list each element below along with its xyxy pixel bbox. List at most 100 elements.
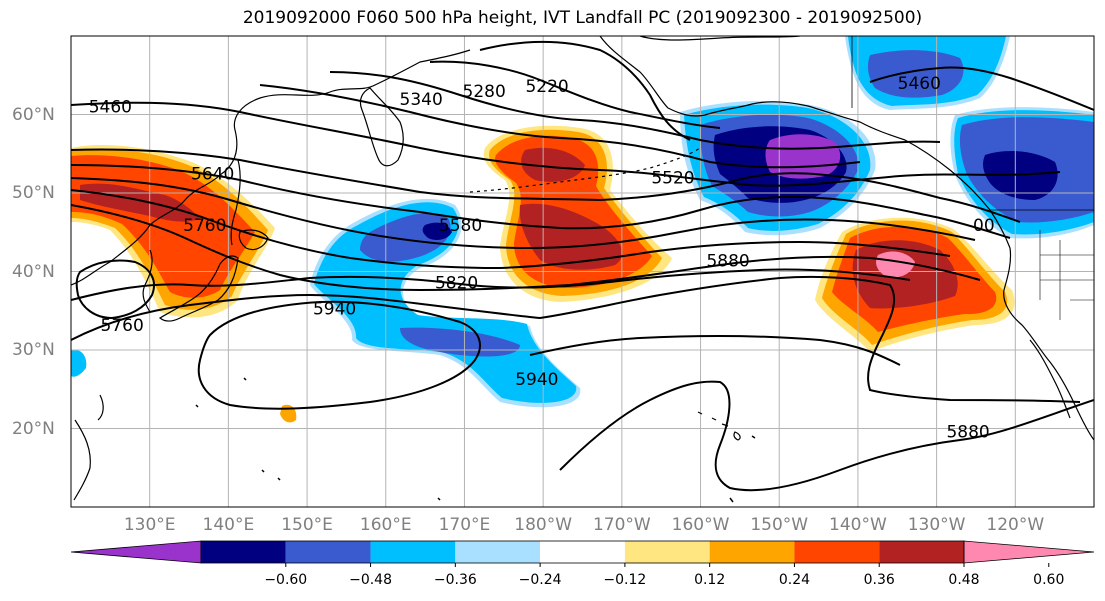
contour-label: 5880 bbox=[706, 252, 749, 272]
contour-5820 bbox=[71, 268, 911, 301]
colorbar-tick-label: 0.24 bbox=[778, 572, 811, 588]
contour-5460 bbox=[71, 101, 1061, 187]
lon-tick-label: 170°W bbox=[592, 515, 651, 535]
ivt-pos-nwpac-060b bbox=[521, 147, 585, 182]
contour-5580 bbox=[71, 164, 1011, 239]
colorbar-swatch bbox=[201, 541, 286, 563]
lon-tick-label: 170°E bbox=[438, 515, 491, 535]
ivt-shading bbox=[71, 36, 1094, 423]
height-contours bbox=[71, 40, 1094, 492]
contour-label: 5340 bbox=[400, 90, 443, 110]
lon-tick-label: 140°E bbox=[202, 515, 255, 535]
coast-aleutians bbox=[469, 147, 701, 193]
lon-tick-label: 130°W bbox=[907, 515, 966, 535]
contour-5220 bbox=[479, 40, 691, 141]
colorbar-extend-high bbox=[963, 540, 1095, 564]
lat-tick-label: 30°N bbox=[12, 340, 55, 360]
coast-islands bbox=[195, 377, 756, 503]
colorbar-tick-label: 0.12 bbox=[694, 572, 726, 588]
contour-5880-s bbox=[559, 380, 1094, 492]
lon-tick-label: 160°W bbox=[671, 515, 730, 535]
colorbar-swatch bbox=[285, 541, 371, 563]
lon-tick-label: 130°E bbox=[123, 515, 176, 535]
colorbar-tick-label: 0.36 bbox=[863, 572, 895, 588]
map-frame bbox=[70, 35, 1095, 508]
coast-alaska bbox=[599, 36, 1011, 249]
ivt-neg-bering-060 bbox=[765, 134, 841, 179]
lon-tick-label: 180°W bbox=[514, 515, 573, 535]
coast-asia bbox=[71, 49, 471, 286]
contour-label: 5220 bbox=[525, 77, 568, 97]
contour-5280 bbox=[429, 60, 721, 129]
contour-5520 bbox=[71, 148, 1021, 223]
colorbar-swatch bbox=[709, 541, 795, 563]
contour-label: 5460 bbox=[898, 74, 941, 94]
colorbar-swatch bbox=[540, 541, 625, 563]
colorbar-swatch bbox=[624, 541, 710, 563]
contour-label: 00 bbox=[973, 216, 995, 236]
contour-5700 bbox=[71, 189, 951, 270]
contour-5940-b bbox=[529, 334, 901, 366]
contour-5760-sw bbox=[75, 259, 155, 320]
coast-sakhalin bbox=[230, 159, 241, 246]
contour-label: 5460 bbox=[89, 98, 132, 118]
ivt-colorbar bbox=[70, 540, 1095, 567]
coast-japan-honshu bbox=[158, 255, 239, 322]
ivt-pos-nwpac-060 bbox=[519, 203, 623, 270]
contour-label: 5580 bbox=[439, 216, 482, 236]
contour-label: 5520 bbox=[651, 168, 694, 188]
lat-tick-label: 60°N bbox=[12, 104, 55, 125]
contour-label: 5940 bbox=[313, 299, 356, 319]
colorbar-swatch bbox=[370, 541, 456, 563]
colorbar-tick-label: −0.36 bbox=[433, 572, 477, 588]
colorbar-frame bbox=[200, 540, 965, 564]
contour-5460-ne bbox=[869, 66, 1094, 111]
colorbar-tick-label: −0.48 bbox=[349, 572, 392, 588]
coast-japan-hokkaido bbox=[238, 229, 269, 251]
lon-tick-label: 120°W bbox=[986, 515, 1045, 535]
lon-tick-label: 150°E bbox=[281, 515, 333, 535]
coast-taiwan bbox=[97, 394, 104, 421]
ivt-neg-small-west bbox=[71, 349, 87, 377]
contour-labels: 5460 5340 5280 5220 5460 5640 5760 5580 5520 5820… bbox=[89, 74, 995, 443]
contour-label: 5940 bbox=[515, 370, 558, 390]
contour-5880 bbox=[71, 275, 1081, 403]
lon-tick-label: 160°E bbox=[359, 515, 412, 535]
contour-5940 bbox=[197, 300, 481, 410]
graticule bbox=[71, 36, 1094, 507]
coast-philippines bbox=[73, 419, 91, 501]
lat-tick-label: 40°N bbox=[12, 261, 55, 282]
colorbar-tick-label: 0.48 bbox=[948, 572, 980, 588]
contour-5400 bbox=[259, 84, 861, 169]
colorbar-extend-low bbox=[70, 540, 202, 564]
lon-tick-label: 150°W bbox=[750, 515, 809, 535]
coast-alaska-north bbox=[639, 36, 801, 41]
colorbar-swatch bbox=[794, 541, 880, 563]
contour-5340 bbox=[329, 71, 941, 150]
map-title: 2019092000 F060 500 hPa height, IVT Land… bbox=[242, 8, 923, 28]
colorbar-tick-label: 0.60 bbox=[1033, 572, 1065, 588]
contour-label: 5820 bbox=[435, 273, 478, 293]
boundary-states bbox=[1039, 230, 1094, 320]
colorbar-swatch bbox=[879, 541, 964, 563]
coast-hawaii bbox=[697, 411, 741, 441]
colorbar-tick-label: −0.60 bbox=[264, 572, 308, 588]
lat-tick-label: 50°N bbox=[12, 183, 55, 203]
colorbar-tick-label: −0.24 bbox=[518, 572, 562, 588]
lat-tick-label: 20°N bbox=[12, 418, 55, 439]
ivt-neg-central-036b bbox=[400, 327, 520, 357]
lon-tick-label: 140°W bbox=[829, 515, 887, 535]
contour-5640 bbox=[71, 177, 976, 250]
contour-label: 5280 bbox=[463, 82, 506, 102]
ivt-neg-alaska-036 bbox=[867, 50, 964, 98]
contour-label: 5880 bbox=[946, 423, 989, 443]
contour-label: 5640 bbox=[191, 164, 234, 184]
contour-label: 5760 bbox=[183, 216, 226, 236]
coast-kamchatka bbox=[359, 87, 404, 167]
coastlines bbox=[71, 36, 1094, 503]
ivt-pos-nepac-peak bbox=[876, 251, 915, 278]
ivt-neg-gulf-048 bbox=[983, 150, 1058, 200]
ivt-neg-central-048 bbox=[422, 222, 452, 240]
contour-label: 5760 bbox=[101, 316, 144, 336]
